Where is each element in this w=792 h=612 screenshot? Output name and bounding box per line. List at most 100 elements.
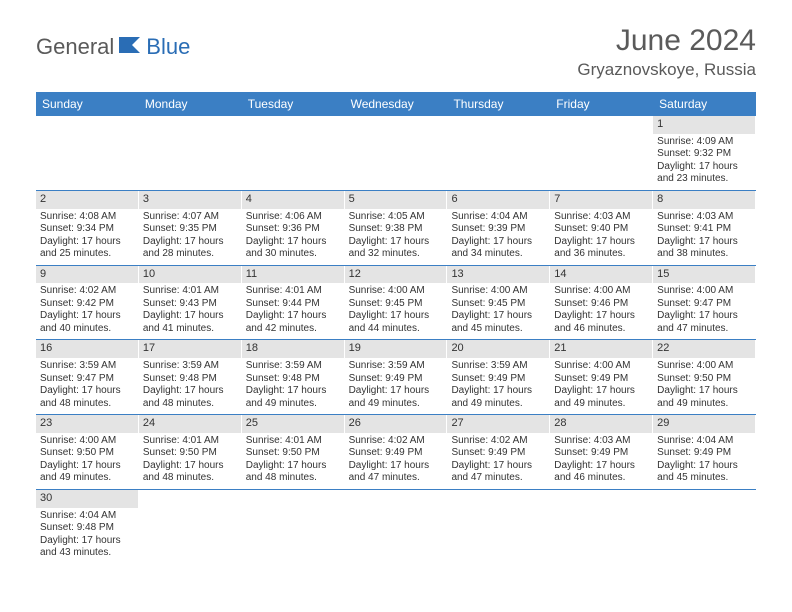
- weeks-container: 1Sunrise: 4:09 AMSunset: 9:32 PMDaylight…: [36, 116, 756, 564]
- sunrise-line: Sunrise: 4:05 AM: [349, 211, 443, 224]
- day-body: Sunrise: 4:06 AMSunset: 9:36 PMDaylight:…: [242, 209, 344, 265]
- sunrise-line: Sunrise: 4:00 AM: [451, 285, 545, 298]
- daylight-line-1: Daylight: 17 hours: [40, 236, 134, 249]
- day-cell: 14Sunrise: 4:00 AMSunset: 9:46 PMDayligh…: [550, 266, 653, 340]
- week-row: 16Sunrise: 3:59 AMSunset: 9:47 PMDayligh…: [36, 340, 756, 415]
- day-body: Sunrise: 4:04 AMSunset: 9:48 PMDaylight:…: [36, 508, 138, 564]
- daylight-line-2: and 48 minutes.: [40, 398, 134, 411]
- sunrise-line: Sunrise: 3:59 AM: [143, 360, 237, 373]
- day-number: 21: [550, 340, 652, 358]
- day-body: Sunrise: 4:00 AMSunset: 9:49 PMDaylight:…: [550, 358, 652, 414]
- sunset-line: Sunset: 9:50 PM: [657, 373, 751, 386]
- sunrise-line: Sunrise: 4:07 AM: [143, 211, 237, 224]
- sunset-line: Sunset: 9:50 PM: [40, 447, 134, 460]
- sunrise-line: Sunrise: 4:00 AM: [349, 285, 443, 298]
- daylight-line-1: Daylight: 17 hours: [554, 460, 648, 473]
- sunset-line: Sunset: 9:43 PM: [143, 298, 237, 311]
- daylight-line-1: Daylight: 17 hours: [451, 385, 545, 398]
- day-body: Sunrise: 4:05 AMSunset: 9:38 PMDaylight:…: [345, 209, 447, 265]
- daylight-line-2: and 46 minutes.: [554, 323, 648, 336]
- day-number: 17: [139, 340, 241, 358]
- day-number: 8: [653, 191, 755, 209]
- day-number: 18: [242, 340, 344, 358]
- daylight-line-2: and 48 minutes.: [246, 472, 340, 485]
- daylight-line-2: and 48 minutes.: [143, 398, 237, 411]
- daylight-line-1: Daylight: 17 hours: [246, 385, 340, 398]
- day-body: Sunrise: 4:00 AMSunset: 9:45 PMDaylight:…: [447, 283, 549, 339]
- day-body: Sunrise: 3:59 AMSunset: 9:49 PMDaylight:…: [345, 358, 447, 414]
- sunset-line: Sunset: 9:44 PM: [246, 298, 340, 311]
- day-number: 6: [447, 191, 549, 209]
- day-body: Sunrise: 4:02 AMSunset: 9:49 PMDaylight:…: [447, 433, 549, 489]
- sunrise-line: Sunrise: 4:03 AM: [554, 435, 648, 448]
- sunrise-line: Sunrise: 4:06 AM: [246, 211, 340, 224]
- day-cell: 28Sunrise: 4:03 AMSunset: 9:49 PMDayligh…: [550, 415, 653, 489]
- sunset-line: Sunset: 9:38 PM: [349, 223, 443, 236]
- daylight-line-2: and 28 minutes.: [143, 248, 237, 261]
- day-cell: 6Sunrise: 4:04 AMSunset: 9:39 PMDaylight…: [447, 191, 550, 265]
- title-block: June 2024 Gryaznovskoye, Russia: [577, 24, 756, 80]
- day-number: 26: [345, 415, 447, 433]
- day-cell: 1Sunrise: 4:09 AMSunset: 9:32 PMDaylight…: [653, 116, 756, 190]
- daylight-line-2: and 34 minutes.: [451, 248, 545, 261]
- day-cell: 21Sunrise: 4:00 AMSunset: 9:49 PMDayligh…: [550, 340, 653, 414]
- calendar: SundayMondayTuesdayWednesdayThursdayFrid…: [36, 92, 756, 564]
- daylight-line-1: Daylight: 17 hours: [451, 460, 545, 473]
- sunrise-line: Sunrise: 3:59 AM: [246, 360, 340, 373]
- daylight-line-2: and 25 minutes.: [40, 248, 134, 261]
- daylight-line-2: and 36 minutes.: [554, 248, 648, 261]
- sunset-line: Sunset: 9:49 PM: [451, 447, 545, 460]
- daylight-line-1: Daylight: 17 hours: [349, 310, 443, 323]
- sunrise-line: Sunrise: 4:00 AM: [554, 285, 648, 298]
- day-cell: 11Sunrise: 4:01 AMSunset: 9:44 PMDayligh…: [242, 266, 345, 340]
- weekday-header: Sunday: [36, 92, 139, 116]
- day-cell: [653, 490, 756, 564]
- daylight-line-2: and 46 minutes.: [554, 472, 648, 485]
- logo-text-part2: Blue: [146, 34, 190, 60]
- day-body: Sunrise: 4:01 AMSunset: 9:50 PMDaylight:…: [139, 433, 241, 489]
- day-body: Sunrise: 4:03 AMSunset: 9:40 PMDaylight:…: [550, 209, 652, 265]
- daylight-line-2: and 41 minutes.: [143, 323, 237, 336]
- daylight-line-1: Daylight: 17 hours: [40, 460, 134, 473]
- day-cell: 15Sunrise: 4:00 AMSunset: 9:47 PMDayligh…: [653, 266, 756, 340]
- daylight-line-2: and 45 minutes.: [657, 472, 751, 485]
- daylight-line-1: Daylight: 17 hours: [554, 385, 648, 398]
- day-body: Sunrise: 4:00 AMSunset: 9:47 PMDaylight:…: [653, 283, 755, 339]
- sunrise-line: Sunrise: 4:04 AM: [657, 435, 751, 448]
- daylight-line-2: and 47 minutes.: [657, 323, 751, 336]
- daylight-line-1: Daylight: 17 hours: [554, 236, 648, 249]
- day-body: Sunrise: 3:59 AMSunset: 9:47 PMDaylight:…: [36, 358, 138, 414]
- day-cell: [139, 490, 242, 564]
- week-row: 30Sunrise: 4:04 AMSunset: 9:48 PMDayligh…: [36, 490, 756, 564]
- week-row: 2Sunrise: 4:08 AMSunset: 9:34 PMDaylight…: [36, 191, 756, 266]
- sunset-line: Sunset: 9:49 PM: [657, 447, 751, 460]
- day-cell: [242, 116, 345, 190]
- sunrise-line: Sunrise: 4:00 AM: [554, 360, 648, 373]
- sunset-line: Sunset: 9:40 PM: [554, 223, 648, 236]
- sunrise-line: Sunrise: 4:00 AM: [657, 285, 751, 298]
- day-cell: 7Sunrise: 4:03 AMSunset: 9:40 PMDaylight…: [550, 191, 653, 265]
- day-body: Sunrise: 4:04 AMSunset: 9:39 PMDaylight:…: [447, 209, 549, 265]
- sunset-line: Sunset: 9:47 PM: [40, 373, 134, 386]
- header: General Blue June 2024 Gryaznovskoye, Ru…: [0, 0, 792, 88]
- daylight-line-2: and 40 minutes.: [40, 323, 134, 336]
- day-cell: 5Sunrise: 4:05 AMSunset: 9:38 PMDaylight…: [345, 191, 448, 265]
- day-body: Sunrise: 4:01 AMSunset: 9:44 PMDaylight:…: [242, 283, 344, 339]
- sunset-line: Sunset: 9:50 PM: [246, 447, 340, 460]
- daylight-line-2: and 32 minutes.: [349, 248, 443, 261]
- daylight-line-2: and 45 minutes.: [451, 323, 545, 336]
- day-number: 11: [242, 266, 344, 284]
- sunrise-line: Sunrise: 4:02 AM: [40, 285, 134, 298]
- day-cell: 29Sunrise: 4:04 AMSunset: 9:49 PMDayligh…: [653, 415, 756, 489]
- logo-text-part1: General: [36, 34, 114, 60]
- month-title: June 2024: [577, 24, 756, 58]
- day-cell: 13Sunrise: 4:00 AMSunset: 9:45 PMDayligh…: [447, 266, 550, 340]
- day-body: Sunrise: 4:01 AMSunset: 9:43 PMDaylight:…: [139, 283, 241, 339]
- weekday-header-row: SundayMondayTuesdayWednesdayThursdayFrid…: [36, 92, 756, 116]
- day-number: 9: [36, 266, 138, 284]
- day-cell: [242, 490, 345, 564]
- day-cell: [139, 116, 242, 190]
- day-number: 4: [242, 191, 344, 209]
- week-row: 1Sunrise: 4:09 AMSunset: 9:32 PMDaylight…: [36, 116, 756, 191]
- day-body: Sunrise: 3:59 AMSunset: 9:48 PMDaylight:…: [242, 358, 344, 414]
